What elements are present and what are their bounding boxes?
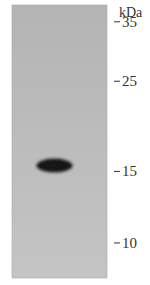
tick-mark [114, 21, 120, 22]
chart: 10152535kDa [0, 0, 150, 285]
blot-panel [12, 5, 107, 278]
tick-mark [114, 242, 120, 243]
tick-mark [114, 171, 120, 172]
tick-label: 10 [122, 235, 137, 251]
axis-label: kDa [119, 5, 143, 20]
band [37, 159, 73, 173]
tick-label: 25 [122, 73, 137, 89]
bands [37, 159, 73, 173]
tick-mark [114, 81, 120, 82]
chart-root: 10152535kDa [0, 0, 150, 285]
tick-label: 15 [122, 163, 137, 179]
